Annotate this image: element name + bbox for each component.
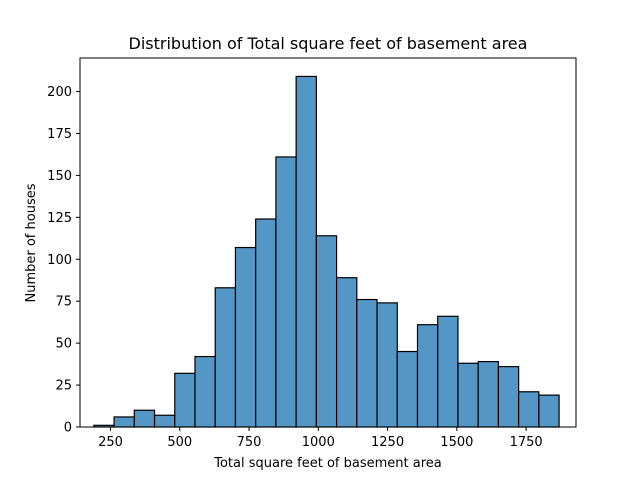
y-tick-label: 50 xyxy=(55,337,72,352)
x-tick-label: 250 xyxy=(98,435,123,450)
x-axis-label: Total square feet of basement area xyxy=(213,456,442,471)
histogram-bar xyxy=(214,287,237,428)
histogram-bar xyxy=(234,246,257,428)
histogram-bar xyxy=(174,372,196,428)
y-tick-label: 150 xyxy=(47,169,72,184)
histogram-bar xyxy=(335,277,358,428)
histogram-bar xyxy=(255,218,277,428)
histogram-bar xyxy=(356,298,378,428)
x-axis-ticks: 250 500 750 1000 1250 1500 1750 xyxy=(98,427,543,450)
y-tick-label: 200 xyxy=(47,85,72,100)
y-tick-label: 25 xyxy=(55,379,72,394)
y-tick-label: 75 xyxy=(55,295,72,310)
x-tick-label: 500 xyxy=(167,435,192,450)
y-tick-label: 175 xyxy=(47,127,72,142)
y-axis-ticks: 0 25 50 75 100 125 150 175 200 xyxy=(47,85,80,436)
y-tick-label: 100 xyxy=(47,253,72,268)
histogram-bar xyxy=(295,75,317,428)
histogram-bar xyxy=(113,416,135,428)
histogram-bar xyxy=(437,315,459,428)
histogram-bar xyxy=(194,355,216,428)
histogram-bar xyxy=(376,302,398,428)
histogram-bar xyxy=(497,366,520,428)
histogram-bar xyxy=(457,362,479,428)
x-tick-label: 1000 xyxy=(302,435,335,450)
histogram-bar xyxy=(477,360,500,428)
chart-title: Distribution of Total square feet of bas… xyxy=(129,34,528,53)
y-tick-label: 125 xyxy=(47,211,72,226)
histogram-bar xyxy=(275,156,297,428)
x-tick-label: 750 xyxy=(237,435,262,450)
histogram-bar xyxy=(133,409,156,428)
x-tick-label: 1250 xyxy=(371,435,404,450)
histogram-bar xyxy=(153,414,176,428)
x-tick-label: 1500 xyxy=(440,435,473,450)
y-tick-label: 0 xyxy=(64,421,72,436)
histogram-bar xyxy=(538,394,560,428)
histogram-bar xyxy=(518,391,540,428)
y-axis-label: Number of houses xyxy=(24,183,39,302)
histogram-bar xyxy=(396,350,419,428)
bars-group xyxy=(93,75,560,428)
x-tick-label: 1750 xyxy=(510,435,543,450)
plot-frame xyxy=(79,57,577,428)
histogram-bar xyxy=(416,324,439,428)
histogram-bar xyxy=(315,235,338,428)
